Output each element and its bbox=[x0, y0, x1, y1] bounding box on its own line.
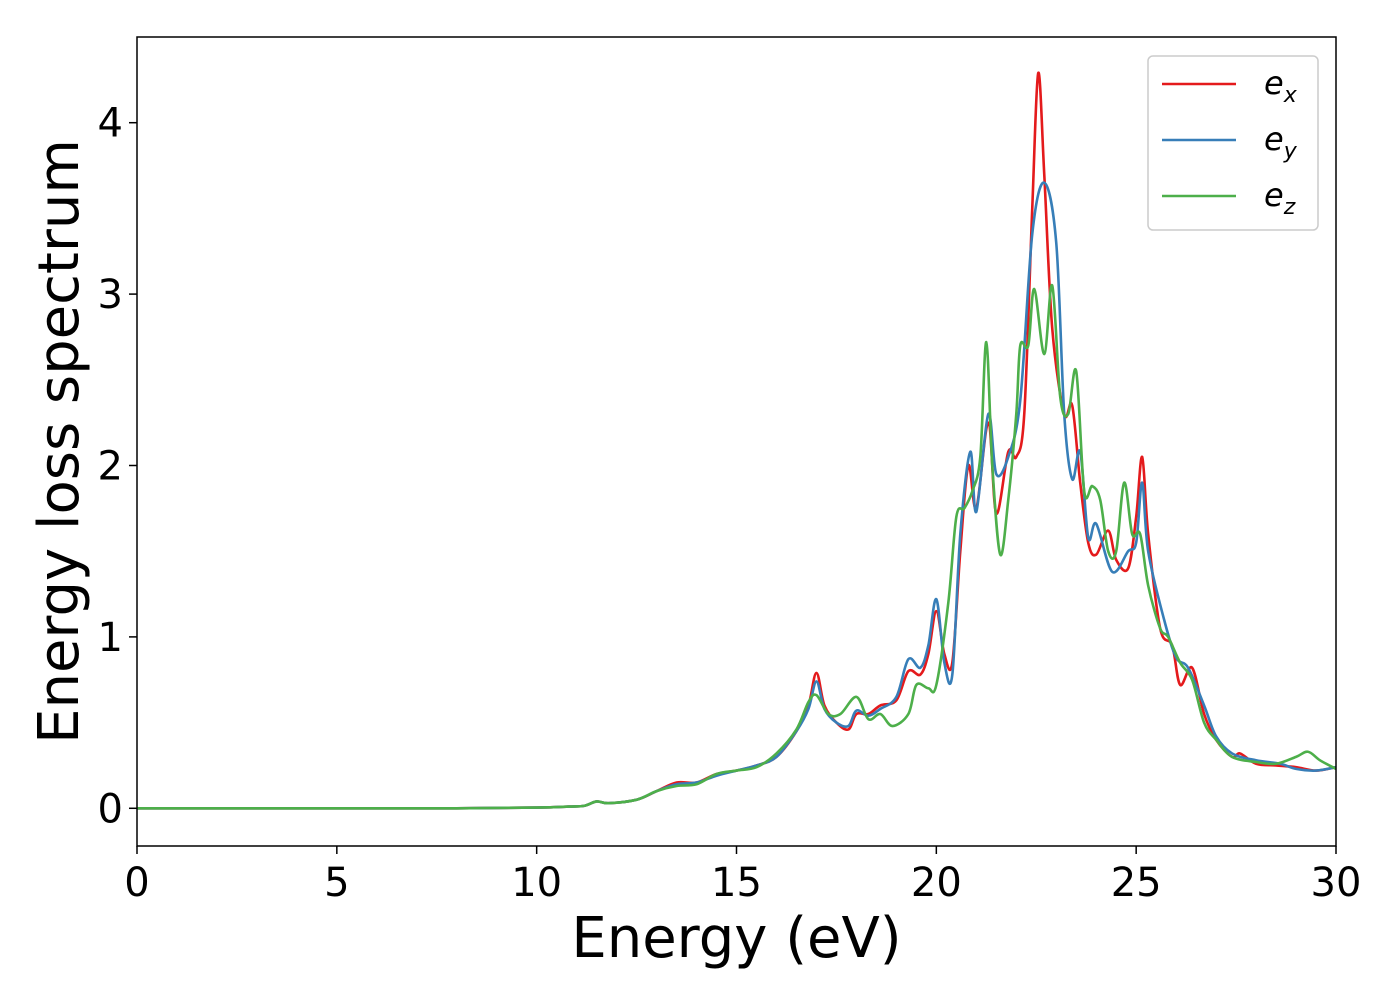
x-tick-label: 15 bbox=[711, 860, 762, 906]
x-tick-label: 10 bbox=[511, 860, 562, 906]
x-tick-label: 30 bbox=[1311, 860, 1362, 906]
y-axis-label: Energy loss spectrum bbox=[27, 139, 92, 744]
legend-label-y: ey bbox=[1264, 120, 1298, 164]
y-tick-label: 2 bbox=[98, 443, 123, 489]
legend: ex ey ez bbox=[1147, 55, 1319, 231]
x-axis-label: Energy (eV) bbox=[571, 906, 901, 971]
y-tick-label: 0 bbox=[98, 786, 123, 832]
plot-lines bbox=[137, 71, 1336, 810]
legend-label-x: ex bbox=[1264, 64, 1298, 108]
series-line-y bbox=[137, 181, 1336, 810]
y-tick-label: 3 bbox=[98, 272, 123, 318]
x-axis: 0 5 10 15 20 25 30 bbox=[124, 846, 1361, 906]
series-line-z bbox=[137, 284, 1336, 810]
y-tick-label: 1 bbox=[98, 615, 123, 661]
legend-label-z: ez bbox=[1264, 176, 1296, 220]
x-tick-label: 25 bbox=[1111, 860, 1162, 906]
x-tick-label: 20 bbox=[911, 860, 962, 906]
x-tick-label: 0 bbox=[124, 860, 149, 906]
x-tick-label: 5 bbox=[324, 860, 349, 906]
y-axis: 0 1 2 3 4 bbox=[98, 101, 137, 832]
legend-frame bbox=[1147, 55, 1319, 231]
y-tick-label: 4 bbox=[98, 101, 123, 147]
